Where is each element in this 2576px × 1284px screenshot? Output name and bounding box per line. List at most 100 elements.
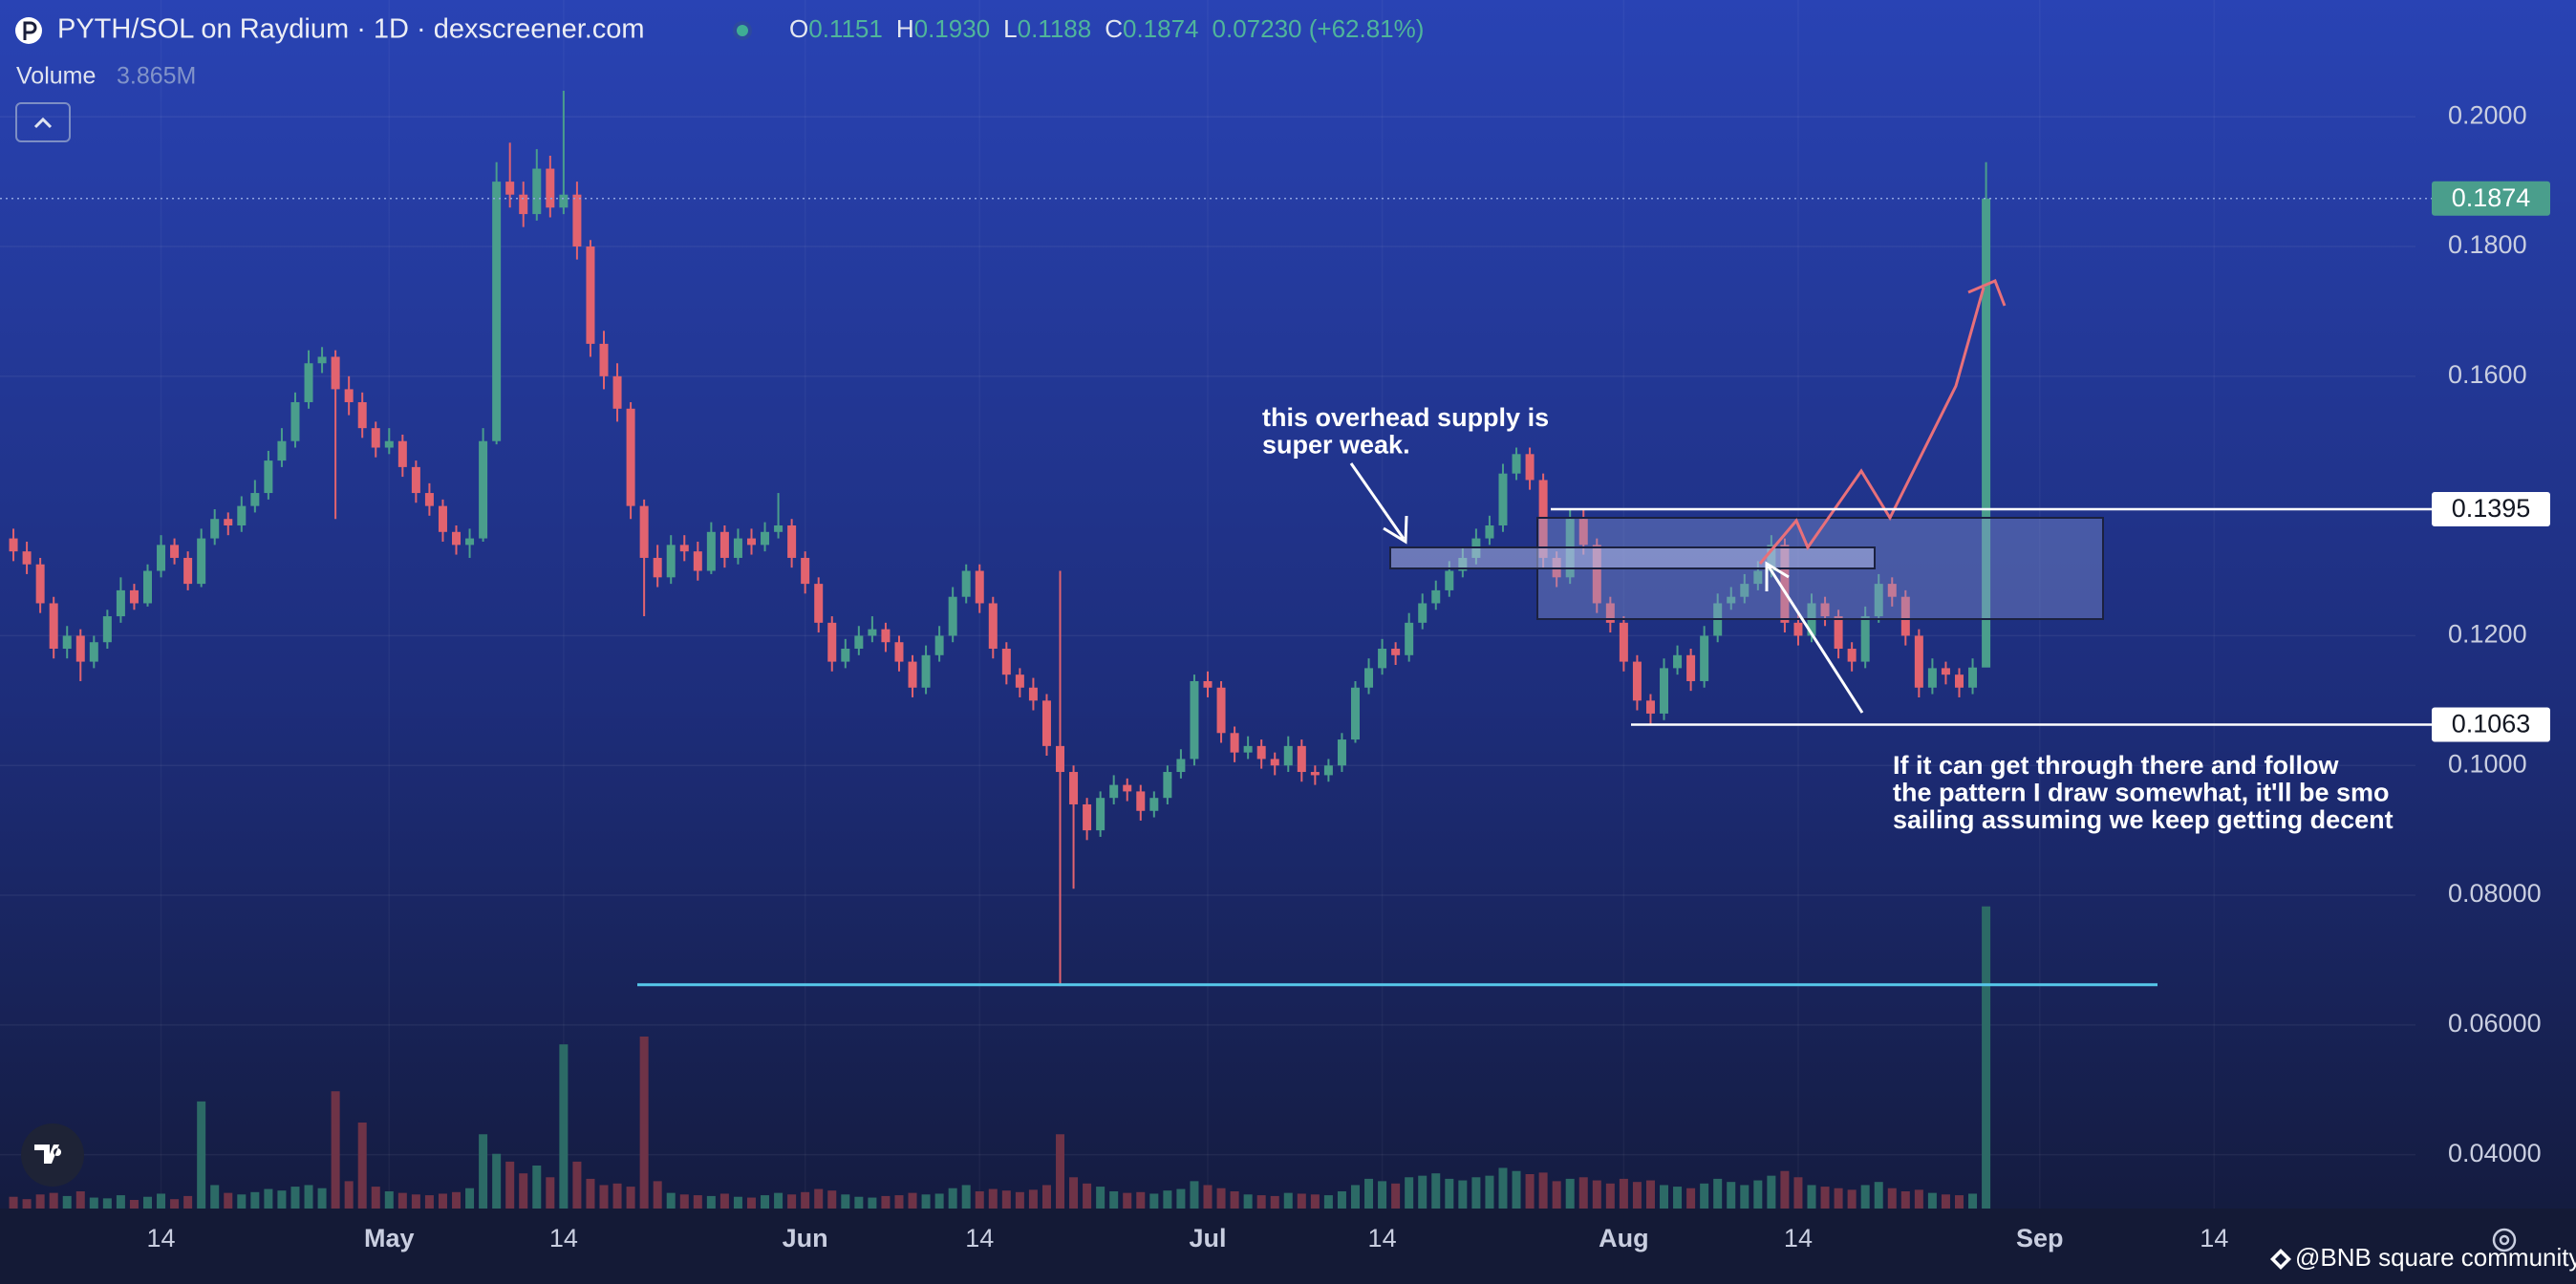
volume-bar: [1954, 1195, 1964, 1209]
x-tick-label: Aug: [1599, 1224, 1648, 1252]
candle-body: [854, 635, 864, 650]
candle-body: [1216, 687, 1226, 734]
candle-body: [1619, 622, 1628, 662]
candle-body: [841, 649, 850, 662]
volume-bar: [1968, 1193, 1978, 1209]
ohlc-part: 0.1188: [1018, 14, 1092, 43]
candle-body: [1740, 584, 1750, 597]
volume-bar: [841, 1194, 850, 1209]
volume-bar: [224, 1192, 233, 1209]
candle-body: [1337, 739, 1346, 766]
candle-body: [1645, 700, 1655, 714]
candle-body: [49, 603, 58, 650]
candle-body: [706, 531, 716, 571]
watermark: @BNB square community: [2295, 1243, 2576, 1272]
volume-bar: [1700, 1183, 1709, 1209]
volume-bar: [452, 1191, 462, 1209]
x-tick-label: Sep: [2016, 1224, 2064, 1252]
volume-bar: [1793, 1177, 1803, 1209]
candle-body: [250, 493, 260, 506]
candle-body: [1727, 596, 1736, 604]
volume-bar: [975, 1190, 984, 1209]
volume-bar: [921, 1194, 931, 1209]
volume-bar: [1001, 1190, 1011, 1209]
settings-icon-center: [2499, 1234, 2510, 1246]
volume-bar: [1767, 1175, 1776, 1209]
candle-body: [1028, 687, 1038, 701]
volume-bar: [49, 1192, 58, 1209]
volume-bar: [357, 1122, 367, 1209]
volume-bar: [1538, 1172, 1548, 1209]
y-tick-label: 0.1000: [2448, 749, 2527, 778]
volume-bar: [801, 1191, 810, 1209]
ohlc-part: O: [789, 14, 808, 43]
volume-bar: [626, 1187, 635, 1209]
volume-bar: [1660, 1185, 1669, 1209]
candle-body: [1163, 772, 1172, 799]
volume-bar: [344, 1181, 354, 1209]
candle-body: [1793, 622, 1803, 636]
candle-body: [1378, 649, 1387, 669]
candle-body: [733, 538, 742, 558]
candle-body: [1860, 616, 1870, 662]
candle-body: [1485, 525, 1494, 539]
chart-title: PYTH/SOL on Raydium · 1D · dexscreener.c…: [57, 14, 645, 45]
ohlc-part: 0.1874: [1123, 14, 1199, 43]
candle-body: [1149, 798, 1159, 811]
candle-body: [1364, 668, 1374, 688]
volume-bar: [1270, 1195, 1279, 1209]
candle-body: [908, 661, 917, 688]
candle-body: [102, 616, 112, 643]
price-line-label-box: [2432, 492, 2550, 527]
candle-body: [1136, 791, 1146, 811]
volume-bar: [424, 1195, 434, 1209]
candle-body: [1887, 584, 1897, 597]
volume-bar: [894, 1195, 904, 1209]
volume-bar: [1149, 1193, 1159, 1209]
volume-bar: [586, 1178, 595, 1209]
volume-bar: [1645, 1180, 1655, 1209]
y-tick-label: 0.1600: [2448, 360, 2527, 389]
candle-body: [1941, 668, 1950, 675]
candle-body: [492, 182, 502, 441]
price-line-label: 0.1395: [2452, 494, 2531, 523]
volume-bar: [639, 1036, 649, 1209]
volume-bar: [1283, 1192, 1293, 1209]
candle-body: [1096, 798, 1106, 831]
candle-body: [210, 519, 220, 539]
candle-body: [774, 525, 784, 532]
candle-body: [988, 603, 998, 650]
candle-body: [1391, 649, 1401, 655]
settings-icon[interactable]: [2492, 1228, 2517, 1252]
candle-body: [948, 596, 957, 636]
collapse-button[interactable]: [15, 102, 71, 142]
volume-bar: [1041, 1185, 1051, 1209]
candle-body: [397, 440, 407, 467]
candle-body: [961, 570, 971, 597]
candle-body: [975, 570, 984, 604]
annotation-text: the pattern I draw somewhat, it'll be sm…: [1893, 779, 2390, 807]
volume-bar: [733, 1196, 742, 1209]
candle-body: [1405, 622, 1414, 655]
volume-bar: [331, 1091, 340, 1209]
candle-body: [1538, 480, 1548, 558]
ohlc-readout: O0.1151 H0.1930 L0.1188 C0.1874 0.07230 (+62…: [789, 14, 1424, 43]
volume-bar: [572, 1161, 582, 1209]
candle-body: [1686, 654, 1696, 681]
candle-body: [921, 654, 931, 688]
x-tick-label: 14: [2200, 1224, 2228, 1252]
candle-body: [626, 408, 635, 506]
y-tick-label: 0.04000: [2448, 1139, 2542, 1167]
candle-body: [1083, 803, 1092, 831]
x-tick-label: Jul: [1189, 1224, 1226, 1252]
volume-bar: [290, 1187, 300, 1209]
volume-bar: [1780, 1170, 1790, 1209]
candle-body: [438, 505, 447, 532]
candle-body: [1660, 668, 1669, 714]
volume-bar: [1123, 1192, 1132, 1209]
ohlc-part: 0.1930: [914, 14, 991, 43]
volume-bar: [746, 1197, 756, 1209]
volume-bar: [1834, 1188, 1843, 1209]
volume-bar: [666, 1192, 676, 1209]
candle-body: [116, 589, 125, 617]
